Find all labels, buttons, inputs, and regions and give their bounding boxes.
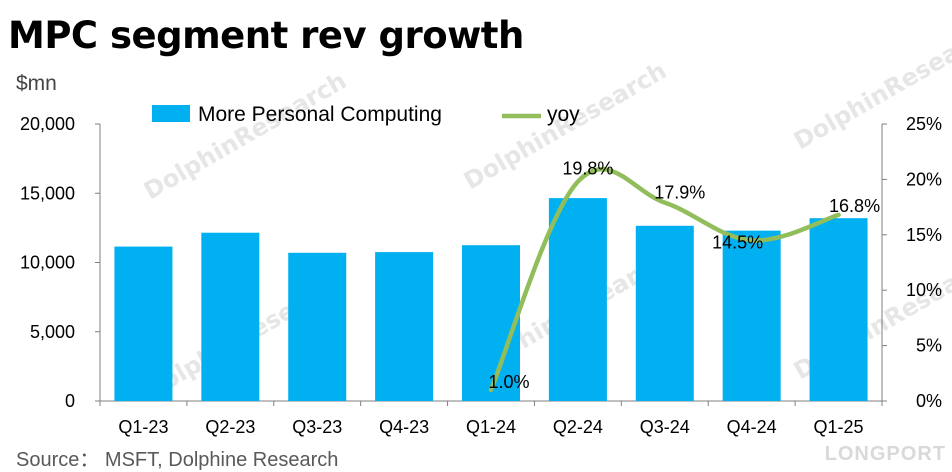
x-tick-label: Q3-24: [640, 417, 690, 437]
bar-Q4-23: [375, 252, 433, 401]
y-left-tick-label: 10,000: [20, 253, 75, 273]
x-tick-label: Q3-23: [292, 417, 342, 437]
y-left-tick-label: 0: [65, 391, 75, 411]
bar-Q4-24: [723, 231, 781, 401]
bar-Q2-24: [549, 198, 607, 401]
yoy-label-Q4-24: 14.5%: [712, 232, 763, 252]
x-tick-label: Q2-24: [553, 417, 603, 437]
y-right-tick-label: 20%: [906, 169, 942, 189]
bar-Q2-23: [201, 233, 259, 401]
x-tick-label: Q1-25: [814, 417, 864, 437]
yoy-label-Q2-24: 19.8%: [562, 159, 613, 179]
legend: More Personal Computing yoy: [152, 103, 580, 126]
legend-swatch-bar: [152, 105, 190, 122]
y-right-tick-label: 10%: [906, 280, 942, 300]
x-tick-label: Q2-23: [205, 417, 255, 437]
y-left-tick-label: 20,000: [20, 114, 75, 134]
yoy-label-Q1-25: 16.8%: [829, 196, 880, 216]
watermark-text-2: DolphinResearch: [789, 17, 952, 156]
y-right-tick-label: 0%: [916, 391, 942, 411]
yoy-label-Q3-24: 17.9%: [654, 183, 705, 203]
x-tick-label: Q1-24: [466, 417, 516, 437]
x-tick-label: Q4-23: [379, 417, 429, 437]
y-right-tick-label: 25%: [906, 114, 942, 134]
x-tick-label: Q4-24: [727, 417, 777, 437]
legend-label-bar: More Personal Computing: [198, 103, 442, 126]
bar-Q3-24: [636, 226, 694, 401]
y-right-tick-label: 5%: [916, 336, 942, 356]
yoy-label-Q1-24: 1.0%: [488, 372, 529, 392]
bar-Q3-23: [288, 253, 346, 401]
watermark-text-0: DolphinResearch: [139, 67, 351, 206]
bar-Q1-23: [114, 247, 172, 401]
y-left-tick-label: 5,000: [30, 322, 75, 342]
x-tick-label: Q1-23: [118, 417, 168, 437]
legend-label-line: yoy: [547, 103, 580, 126]
y-left-tick-label: 15,000: [20, 183, 75, 203]
bar-Q1-25: [810, 218, 868, 401]
bar-series: [114, 198, 867, 401]
y-right-tick-label: 15%: [906, 225, 942, 245]
